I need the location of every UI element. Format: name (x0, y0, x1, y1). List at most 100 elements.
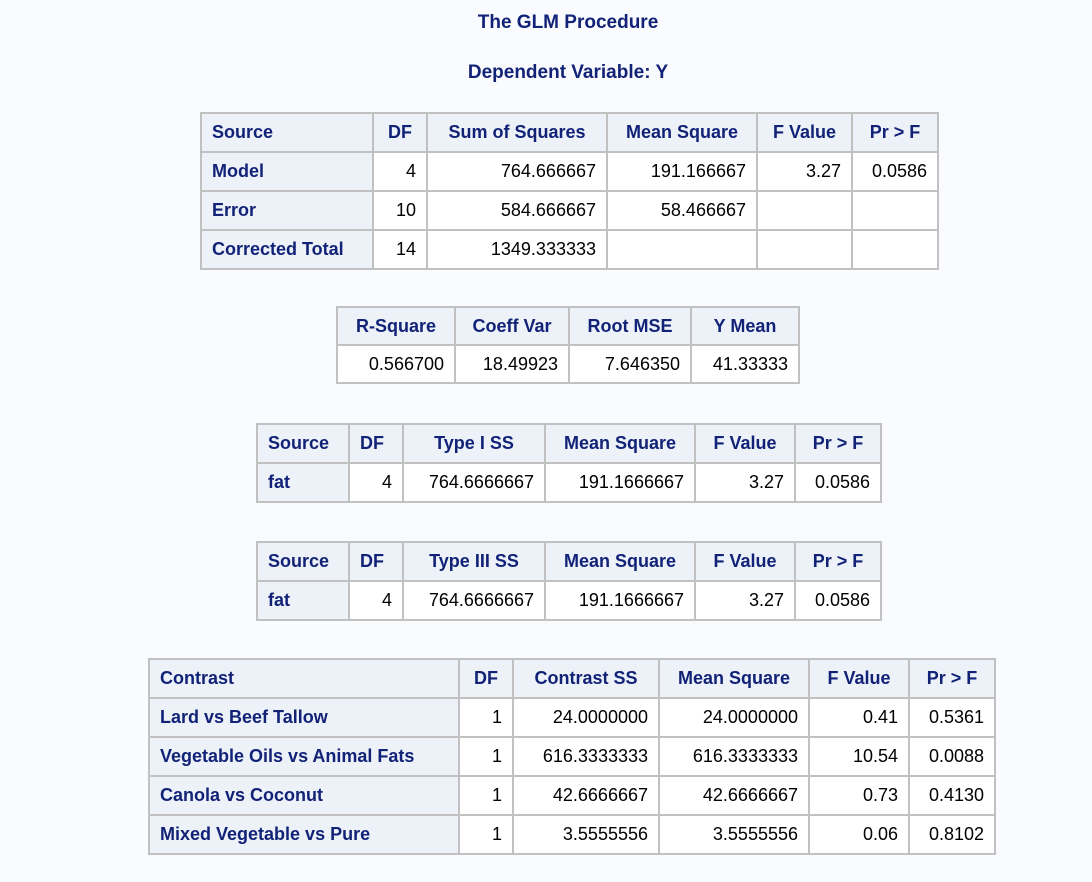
table-row: fat 4 764.6666667 191.1666667 3.27 0.058… (256, 580, 882, 621)
cell-pr-f: 0.0586 (794, 462, 882, 503)
cell-pr-f: 0.5361 (908, 697, 996, 738)
cell-df: 10 (372, 190, 428, 231)
cell-pr-f (851, 190, 939, 231)
column-header-f-value: F Value (694, 541, 796, 582)
table-header-row: Source DF Type III SS Mean Square F Valu… (256, 541, 882, 582)
column-header-pr-f: Pr > F (794, 423, 882, 464)
cell-sum-of-squares: 764.666667 (426, 151, 608, 192)
column-header-f-value: F Value (756, 112, 853, 153)
type-i-ss-table: Source DF Type I SS Mean Square F Value … (256, 423, 882, 503)
cell-contrast-ss: 616.3333333 (512, 736, 660, 777)
cell-type-i-ss: 764.6666667 (402, 462, 546, 503)
column-header-pr-f: Pr > F (908, 658, 996, 699)
table-row: Corrected Total 14 1349.333333 (200, 229, 939, 270)
column-header-type-iii-ss: Type III SS (402, 541, 546, 582)
column-header-r-square: R-Square (336, 306, 456, 346)
cell-r-square: 0.566700 (336, 344, 456, 384)
row-header-source: Model (200, 151, 374, 192)
column-header-pr-f: Pr > F (794, 541, 882, 582)
cell-contrast-ss: 42.6666667 (512, 775, 660, 816)
cell-f-value: 3.27 (694, 462, 796, 503)
table-row: Error 10 584.666667 58.466667 (200, 190, 939, 231)
table-header-row: R-Square Coeff Var Root MSE Y Mean (336, 306, 800, 346)
column-header-df: DF (372, 112, 428, 153)
cell-mean-square (606, 229, 758, 270)
table-row: 0.566700 18.49923 7.646350 41.33333 (336, 344, 800, 384)
type-iii-ss-table: Source DF Type III SS Mean Square F Valu… (256, 541, 882, 621)
column-header-source: Source (256, 423, 350, 464)
table-row: Canola vs Coconut 1 42.6666667 42.666666… (148, 775, 996, 816)
cell-contrast-ss: 24.0000000 (512, 697, 660, 738)
cell-f-value: 0.41 (808, 697, 910, 738)
column-header-df: DF (348, 541, 404, 582)
column-header-f-value: F Value (694, 423, 796, 464)
table-row: fat 4 764.6666667 191.1666667 3.27 0.058… (256, 462, 882, 503)
cell-pr-f: 0.0088 (908, 736, 996, 777)
cell-f-value (756, 190, 853, 231)
cell-mean-square: 58.466667 (606, 190, 758, 231)
cell-df: 4 (348, 580, 404, 621)
cell-coeff-var: 18.49923 (454, 344, 570, 384)
cell-f-value: 0.06 (808, 814, 910, 855)
cell-pr-f: 0.8102 (908, 814, 996, 855)
row-header-contrast: Lard vs Beef Tallow (148, 697, 460, 738)
cell-df: 1 (458, 775, 514, 816)
cell-f-value: 3.27 (694, 580, 796, 621)
column-header-df: DF (458, 658, 514, 699)
cell-df: 1 (458, 697, 514, 738)
cell-df: 1 (458, 814, 514, 855)
column-header-contrast: Contrast (148, 658, 460, 699)
row-header-source: Corrected Total (200, 229, 374, 270)
cell-pr-f: 0.4130 (908, 775, 996, 816)
row-header-contrast: Canola vs Coconut (148, 775, 460, 816)
cell-type-iii-ss: 764.6666667 (402, 580, 546, 621)
column-header-mean-square: Mean Square (658, 658, 810, 699)
cell-f-value: 10.54 (808, 736, 910, 777)
column-header-mean-square: Mean Square (544, 541, 696, 582)
contrast-table: Contrast DF Contrast SS Mean Square F Va… (148, 658, 996, 855)
cell-root-mse: 7.646350 (568, 344, 692, 384)
column-header-contrast-ss: Contrast SS (512, 658, 660, 699)
cell-mean-square: 24.0000000 (658, 697, 810, 738)
column-header-sum-of-squares: Sum of Squares (426, 112, 608, 153)
column-header-source: Source (256, 541, 350, 582)
row-header-contrast: Mixed Vegetable vs Pure (148, 814, 460, 855)
cell-df: 4 (348, 462, 404, 503)
cell-mean-square: 191.166667 (606, 151, 758, 192)
column-header-y-mean: Y Mean (690, 306, 800, 346)
cell-pr-f: 0.0586 (851, 151, 939, 192)
cell-pr-f (851, 229, 939, 270)
cell-mean-square: 616.3333333 (658, 736, 810, 777)
cell-df: 1 (458, 736, 514, 777)
cell-f-value (756, 229, 853, 270)
cell-mean-square: 191.1666667 (544, 462, 696, 503)
cell-df: 14 (372, 229, 428, 270)
table-row: Mixed Vegetable vs Pure 1 3.5555556 3.55… (148, 814, 996, 855)
table-row: Lard vs Beef Tallow 1 24.0000000 24.0000… (148, 697, 996, 738)
cell-mean-square: 191.1666667 (544, 580, 696, 621)
table-header-row: Source DF Sum of Squares Mean Square F V… (200, 112, 939, 153)
row-header-contrast: Vegetable Oils vs Animal Fats (148, 736, 460, 777)
column-header-mean-square: Mean Square (606, 112, 758, 153)
row-header-source: fat (256, 580, 350, 621)
dependent-variable-title: Dependent Variable: Y (467, 62, 669, 83)
table-header-row: Source DF Type I SS Mean Square F Value … (256, 423, 882, 464)
table-header-row: Contrast DF Contrast SS Mean Square F Va… (148, 658, 996, 699)
column-header-source: Source (200, 112, 374, 153)
column-header-coeff-var: Coeff Var (454, 306, 570, 346)
fit-statistics-table: R-Square Coeff Var Root MSE Y Mean 0.566… (336, 306, 800, 384)
cell-f-value: 0.73 (808, 775, 910, 816)
column-header-mean-square: Mean Square (544, 423, 696, 464)
cell-y-mean: 41.33333 (690, 344, 800, 384)
cell-mean-square: 42.6666667 (658, 775, 810, 816)
column-header-df: DF (348, 423, 404, 464)
column-header-f-value: F Value (808, 658, 910, 699)
row-header-source: Error (200, 190, 374, 231)
column-header-type-i-ss: Type I SS (402, 423, 546, 464)
table-row: Vegetable Oils vs Animal Fats 1 616.3333… (148, 736, 996, 777)
table-row: Model 4 764.666667 191.166667 3.27 0.058… (200, 151, 939, 192)
cell-pr-f: 0.0586 (794, 580, 882, 621)
cell-mean-square: 3.5555556 (658, 814, 810, 855)
cell-sum-of-squares: 584.666667 (426, 190, 608, 231)
cell-f-value: 3.27 (756, 151, 853, 192)
